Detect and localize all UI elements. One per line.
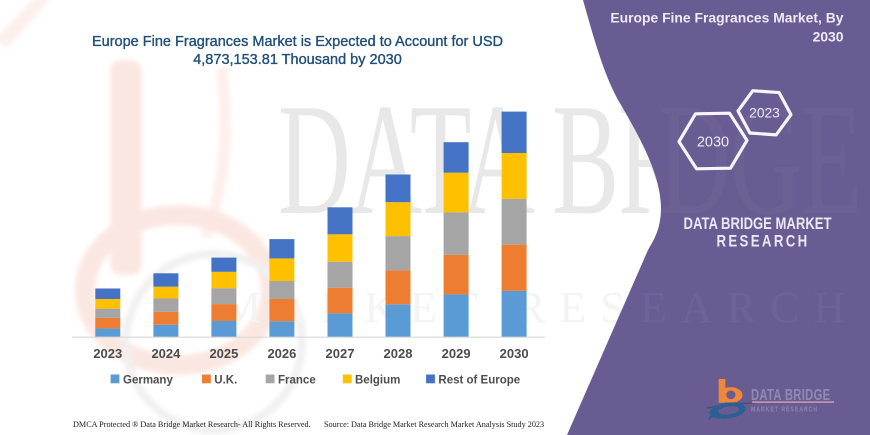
svg-text:Rest of Europe: Rest of Europe	[438, 375, 520, 387]
svg-text:U.K.: U.K.	[214, 375, 237, 387]
svg-text:2025: 2025	[209, 346, 238, 361]
svg-text:Europe Fine Fragrances Market,: Europe Fine Fragrances Market, By	[610, 10, 843, 26]
svg-text:2023: 2023	[93, 346, 122, 361]
svg-text:4,873,153.81 Thousand by 2030: 4,873,153.81 Thousand by 2030	[193, 52, 402, 68]
svg-text:2027: 2027	[326, 346, 355, 361]
svg-text:EARCH: EARCH	[640, 283, 859, 332]
svg-text:DATA BRIDGE MARKET: DATA BRIDGE MARKET	[684, 214, 833, 233]
svg-text:DMCA Protected ® Data Bridge M: DMCA Protected ® Data Bridge Market Rese…	[73, 420, 311, 429]
svg-text:2024: 2024	[151, 346, 181, 361]
svg-text:2030: 2030	[813, 29, 844, 45]
svg-text:2029: 2029	[442, 346, 471, 361]
svg-text:2030: 2030	[500, 346, 529, 361]
svg-text:2028: 2028	[384, 346, 413, 361]
svg-text:Source: Data Bridge Market Res: Source: Data Bridge Market Research Mark…	[324, 420, 544, 429]
svg-text:DATA BRIDGE: DATA BRIDGE	[751, 385, 830, 404]
svg-text:2030: 2030	[697, 135, 729, 151]
svg-text:Europe Fine Fragrances Market: Europe Fine Fragrances Market is Expecte…	[92, 34, 503, 50]
svg-text:2026: 2026	[267, 346, 296, 361]
svg-text:France: France	[278, 375, 316, 387]
svg-text:2023: 2023	[749, 106, 780, 121]
svg-text:Belgium: Belgium	[355, 375, 400, 387]
svg-text:MARKET RESEARCH: MARKET RESEARCH	[751, 406, 818, 414]
svg-text:RESEARCH: RESEARCH	[716, 232, 809, 251]
svg-text:Germany: Germany	[123, 375, 173, 387]
